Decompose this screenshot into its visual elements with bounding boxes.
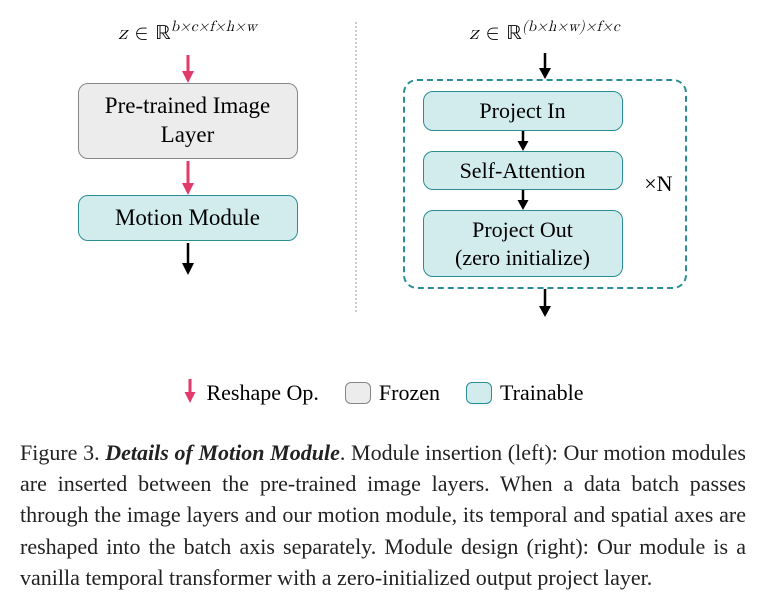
- right-panel: z ∈ ℝ(b×h×w)×f×c Project In Self-Attenti…: [357, 12, 732, 367]
- legend-label: Frozen: [379, 380, 440, 406]
- black-arrow-icon: [536, 289, 554, 317]
- block-text: Project Out: [436, 216, 610, 244]
- right-formula: z ∈ ℝ(b×h×w)×f×c: [469, 18, 619, 47]
- sym-z: z: [469, 23, 478, 44]
- caption-prefix: Figure 3.: [20, 440, 105, 465]
- sym-in: ∈: [134, 23, 148, 44]
- project-in-block: Project In: [423, 91, 623, 131]
- repeat-label: ×N: [644, 171, 672, 197]
- repeat-block: Project In Self-Attention Project Out (z…: [403, 79, 687, 289]
- sym-z: z: [118, 23, 127, 44]
- trainable-swatch-icon: [466, 382, 492, 404]
- legend-frozen: Frozen: [345, 380, 440, 406]
- left-panel: z ∈ ℝb×c×f×h×w Pre-trained Image Layer M…: [20, 12, 355, 367]
- frozen-swatch-icon: [345, 382, 371, 404]
- left-formula: z ∈ ℝb×c×f×h×w: [118, 18, 257, 47]
- legend-label: Trainable: [500, 380, 584, 406]
- black-arrow-icon: [515, 190, 531, 210]
- black-arrow-icon: [536, 53, 554, 79]
- block-text: Pre-trained Image: [93, 92, 283, 121]
- legend-trainable: Trainable: [466, 380, 584, 406]
- project-out-block: Project Out (zero initialize): [423, 210, 623, 277]
- motion-module-block: Motion Module: [78, 195, 298, 242]
- self-attention-block: Self-Attention: [423, 151, 623, 191]
- legend-label: Reshape Op.: [206, 380, 318, 406]
- caption-title: Details of Motion Module: [105, 440, 340, 465]
- block-text: Self-Attention: [436, 157, 610, 185]
- black-arrow-icon: [515, 131, 531, 151]
- sym-in: ∈: [486, 23, 500, 44]
- block-text: Project In: [436, 97, 610, 125]
- left-exp: b×c×f×h×w: [171, 19, 257, 34]
- block-text: (zero initialize): [436, 244, 610, 272]
- legend: Reshape Op. Frozen Trainable: [20, 377, 746, 409]
- sym-R: ℝ: [507, 23, 522, 44]
- block-text: Layer: [93, 121, 283, 150]
- legend-reshape: Reshape Op.: [182, 377, 318, 409]
- pretrained-image-layer-block: Pre-trained Image Layer: [78, 83, 298, 159]
- right-exp: (b×h×w)×f×c: [522, 19, 620, 34]
- figure-caption: Figure 3. Details of Motion Module. Modu…: [20, 437, 746, 593]
- red-arrow-icon: [179, 159, 197, 195]
- black-arrow-icon: [179, 241, 197, 275]
- red-arrow-icon: [182, 377, 198, 409]
- sym-R: ℝ: [155, 23, 170, 44]
- red-arrow-icon: [179, 53, 197, 83]
- block-text: Motion Module: [93, 204, 283, 233]
- figure-diagram: z ∈ ℝb×c×f×h×w Pre-trained Image Layer M…: [20, 12, 746, 367]
